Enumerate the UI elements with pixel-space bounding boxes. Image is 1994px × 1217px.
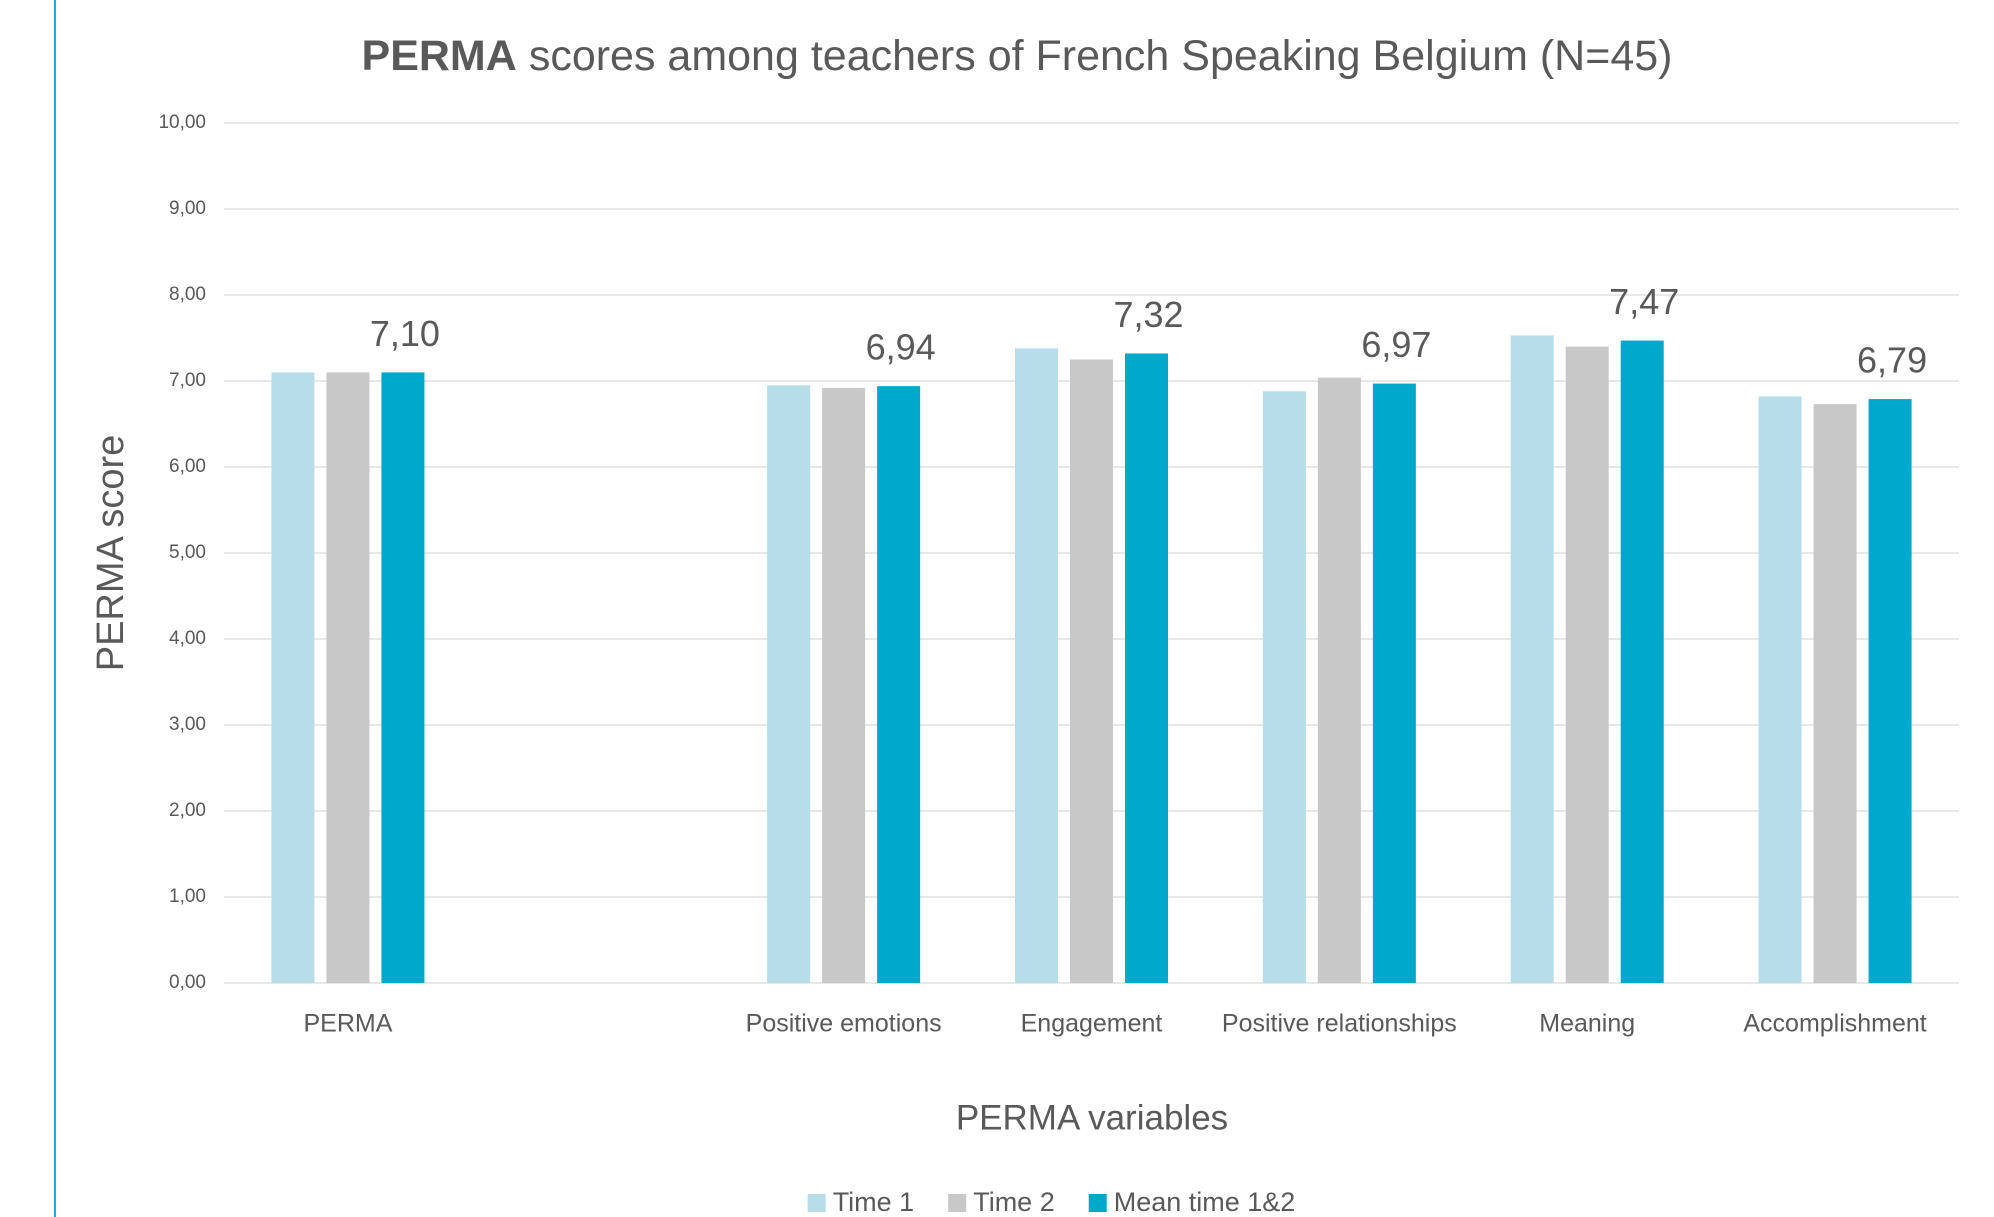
y-tick-label: 8,00 (169, 284, 206, 305)
legend-swatch (1088, 1194, 1107, 1212)
bar (271, 372, 315, 983)
x-tick-label: Positive emotions (746, 1010, 942, 1038)
y-tick-label: 5,00 (169, 542, 206, 563)
bar (1813, 404, 1857, 984)
bar (1070, 359, 1113, 983)
x-axis-label: PERMA variables (956, 1098, 1228, 1137)
x-tick-label: PERMA (303, 1010, 392, 1038)
data-label: 7,32 (1113, 294, 1183, 335)
y-tick-label: 9,00 (169, 198, 206, 219)
bar (767, 385, 811, 983)
y-tick-label: 7,00 (169, 370, 206, 391)
y-axis-label: PERMA score (90, 435, 132, 672)
title-rest: scores among teachers of French Speaking… (529, 32, 1673, 80)
legend-label: Time 1 (833, 1187, 915, 1217)
legend-swatch (807, 1194, 826, 1212)
bar (1262, 391, 1306, 983)
bar (877, 386, 921, 983)
data-label: 6,97 (1361, 324, 1431, 365)
legend-label: Time 2 (973, 1187, 1055, 1217)
y-tick-label: 2,00 (169, 800, 206, 821)
y-tick-label: 10,00 (158, 112, 206, 133)
bar (822, 387, 866, 983)
y-tick-label: 1,00 (169, 886, 206, 907)
x-tick-label: Engagement (1021, 1010, 1163, 1038)
y-tick-label: 0,00 (169, 972, 206, 993)
bar (381, 372, 425, 983)
x-tick-label: Meaning (1539, 1010, 1635, 1038)
bar (1372, 383, 1416, 984)
legend-label: Mean time 1&2 (1114, 1187, 1296, 1217)
x-tick-label: Accomplishment (1743, 1010, 1926, 1038)
bar (1015, 348, 1058, 983)
bar (1868, 399, 1912, 983)
bar (1620, 340, 1664, 984)
y-tick-label: 4,00 (169, 628, 206, 649)
bar (1125, 353, 1168, 984)
legend: Time 1 Time 2 Mean time 1&2 (807, 1187, 1296, 1217)
data-label: 6,94 (866, 327, 936, 368)
bar (1317, 377, 1361, 983)
data-label: 7,10 (370, 313, 440, 354)
bar (1758, 396, 1802, 984)
y-tick-label: 6,00 (169, 456, 206, 477)
x-tick-label: Positive relationships (1222, 1010, 1457, 1038)
bar (1510, 335, 1554, 983)
data-label: 7,47 (1609, 281, 1679, 322)
y-tick-label: 3,00 (169, 714, 206, 735)
title-bold: PERMA (362, 32, 517, 80)
bar (1565, 346, 1609, 984)
data-label: 6,79 (1857, 340, 1927, 381)
legend-swatch (948, 1194, 967, 1212)
bar (326, 372, 370, 983)
chart-title: PERMA scores among teachers of French Spe… (362, 32, 1673, 80)
